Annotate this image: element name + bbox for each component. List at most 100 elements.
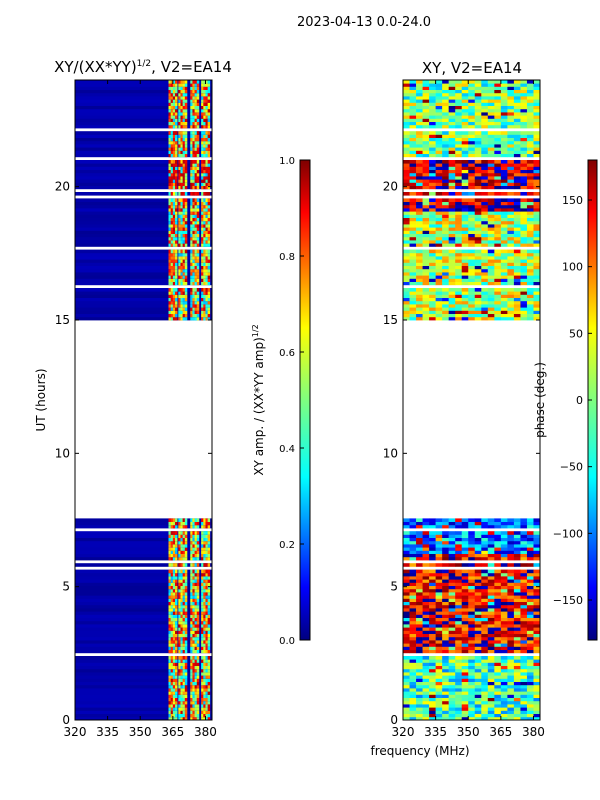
amplitude-cell <box>184 316 188 321</box>
phase-cell <box>409 208 417 212</box>
amplitude-row-background <box>75 646 212 650</box>
amplitude-cell <box>205 262 208 266</box>
amplitude-cell <box>168 716 171 721</box>
amplitude-cell <box>168 643 171 647</box>
amplitude-cell <box>196 268 200 273</box>
phase-cell <box>507 678 515 682</box>
amplitude-cell <box>172 236 176 241</box>
phase-cell <box>468 588 476 593</box>
phase-cell <box>461 278 469 282</box>
phase-cell <box>494 102 502 106</box>
amplitude-cell <box>207 598 211 602</box>
phase-cell <box>513 86 521 90</box>
phase-cell <box>435 208 443 212</box>
phase-cell <box>500 291 508 295</box>
phase-cell <box>507 147 515 151</box>
amplitude-cell <box>175 240 178 244</box>
amplitude-cell <box>203 310 206 314</box>
amplitude-cell <box>190 153 193 158</box>
amplitude-cell <box>194 217 198 222</box>
amplitude-cell <box>182 537 186 542</box>
phase-cell <box>403 684 410 689</box>
phase-cell <box>507 633 515 638</box>
amplitude-cell <box>172 576 176 580</box>
amplitude-cell <box>180 185 183 190</box>
amplitude-cell <box>180 147 183 151</box>
amplitude-cell <box>170 220 174 225</box>
phase-cell <box>468 80 476 84</box>
phase-cell <box>507 553 515 558</box>
amplitude-cell <box>178 713 181 718</box>
amplitude-cell <box>196 220 200 225</box>
amplitude-cell <box>168 147 171 151</box>
phase-cell <box>494 252 502 257</box>
phase-cell <box>422 208 430 212</box>
amplitude-cell <box>190 304 193 308</box>
phase-cell <box>455 163 463 167</box>
amplitude-cell <box>207 675 211 679</box>
amplitude-cell <box>170 537 174 542</box>
phase-cell <box>526 92 534 97</box>
amplitude-cell <box>192 585 195 590</box>
amplitude-row-background <box>75 262 212 266</box>
phase-cell <box>429 137 436 142</box>
amplitude-cell <box>170 153 174 158</box>
amplitude-cell <box>178 243 181 247</box>
amplitude-row-background <box>75 83 212 87</box>
phase-cell <box>507 102 515 106</box>
amplitude-cell <box>178 531 181 535</box>
amplitude-cell <box>175 233 178 238</box>
phase-cell <box>448 665 456 670</box>
phase-cell <box>403 534 410 538</box>
amplitude-cell <box>196 630 200 634</box>
amplitude-cell <box>180 262 183 266</box>
amplitude-row-background <box>75 163 212 167</box>
amplitude-colorbar-ticks: 0.00.20.40.60.81.0 <box>279 156 304 647</box>
amplitude-cell <box>194 281 198 286</box>
colorbar-tick-label: 0.8 <box>279 252 295 263</box>
phase-cell <box>422 300 430 305</box>
phase-cell <box>403 265 410 270</box>
phase-cell <box>474 134 482 138</box>
phase-cell <box>416 256 423 260</box>
amplitude-cell <box>172 579 176 583</box>
amplitude-cell <box>190 633 193 638</box>
amplitude-cell <box>203 700 206 705</box>
amplitude-cell <box>190 176 193 180</box>
amplitude-cell <box>203 531 206 535</box>
phase-cell <box>487 272 495 276</box>
phase-cell <box>487 137 495 142</box>
amplitude-cell <box>180 681 183 686</box>
amplitude-cell <box>178 102 181 106</box>
amplitude-cell <box>207 144 211 148</box>
amplitude-cell <box>207 633 211 638</box>
amplitude-cell <box>184 646 188 650</box>
phase-cell <box>416 182 423 186</box>
phase-cell <box>494 166 502 170</box>
amplitude-cell <box>194 537 198 542</box>
y-tick-label: 0 <box>390 713 398 727</box>
phase-cell <box>455 137 463 142</box>
phase-cell <box>507 572 515 577</box>
amplitude-cell <box>170 716 174 721</box>
amplitude-cell <box>168 201 171 206</box>
phase-cell <box>448 224 456 228</box>
amplitude-cell <box>182 102 186 106</box>
amplitude-cell <box>178 569 181 574</box>
amplitude-cell <box>170 208 174 212</box>
amplitude-cell <box>168 563 171 567</box>
phase-cell <box>461 115 469 119</box>
phase-cell <box>481 582 489 586</box>
phase-cell <box>468 208 476 212</box>
phase-cell <box>461 713 469 718</box>
phase-cell <box>403 256 410 260</box>
amplitude-cell <box>205 268 208 273</box>
amplitude-cell <box>170 540 174 545</box>
amplitude-cell <box>194 160 198 164</box>
phase-cell <box>448 124 456 129</box>
phase-cell <box>422 665 430 670</box>
phase-cell <box>468 102 476 106</box>
amplitude-cell <box>196 230 200 234</box>
amplitude-cell <box>196 563 200 567</box>
amplitude-cell <box>205 147 208 151</box>
